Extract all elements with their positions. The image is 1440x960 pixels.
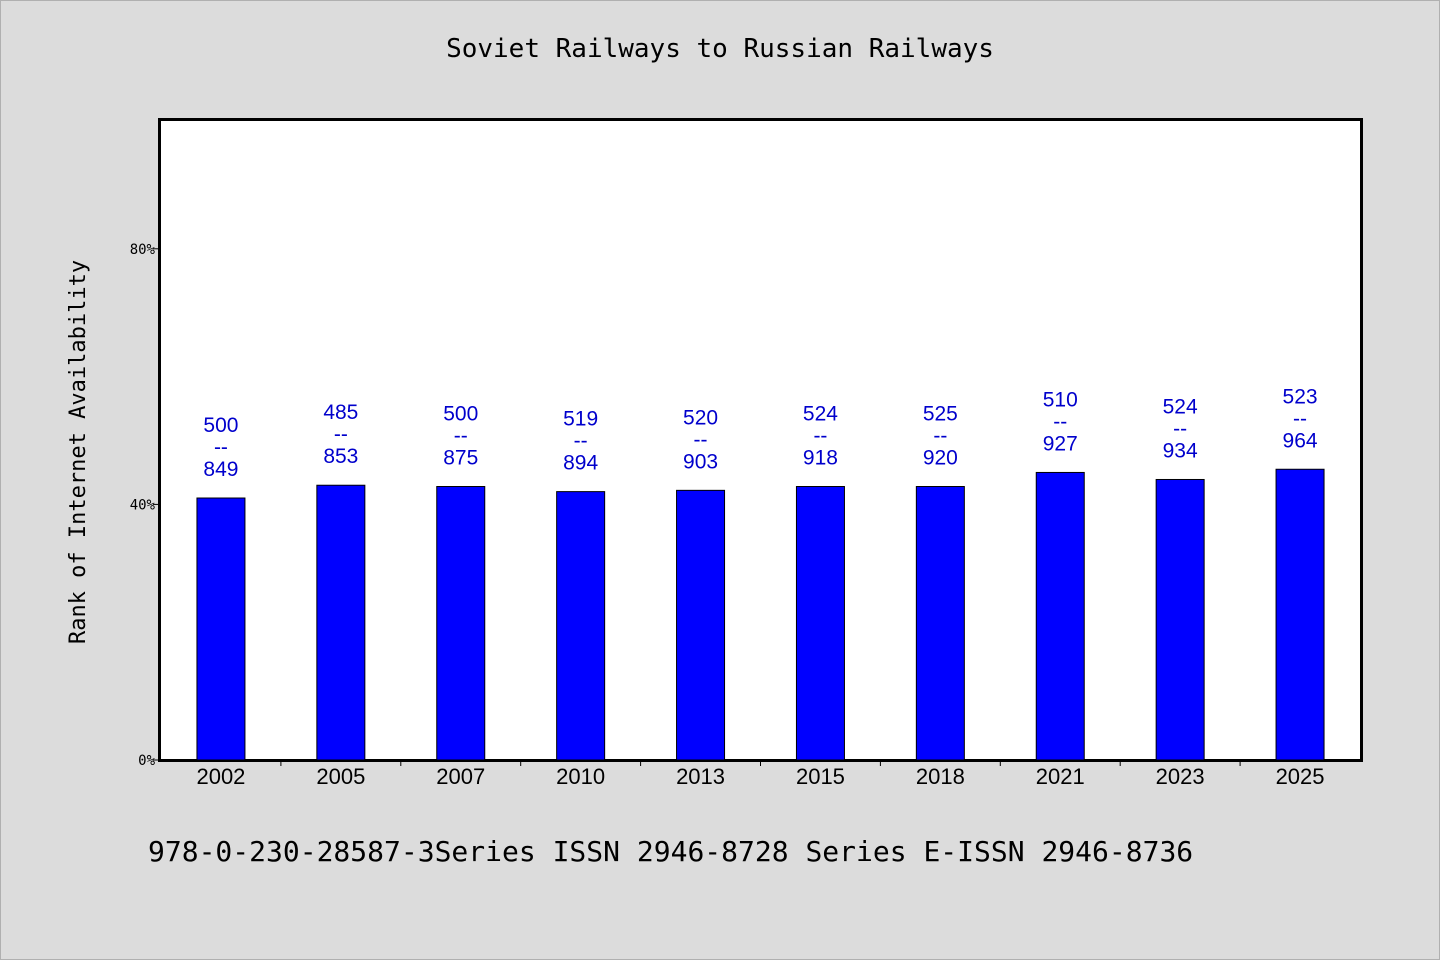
bar-label-2005-line1: 485 [323, 401, 358, 424]
bar-label-2018-line1: 525 [923, 403, 958, 426]
bar-label-2013-line3: 903 [683, 450, 718, 473]
bars-group [196, 468, 1325, 761]
bar-label-2023-line3: 934 [1163, 439, 1198, 462]
bar-2013 [676, 489, 726, 761]
bar-2010 [556, 491, 606, 761]
bar-label-2013-line1: 520 [683, 406, 718, 429]
x-tick-label-2023: 2023 [1156, 764, 1205, 789]
bar-2023 [1155, 478, 1205, 761]
x-tick-label-2018: 2018 [916, 764, 965, 789]
bar-label-2002-line3: 849 [203, 458, 238, 481]
bar-2005 [316, 484, 366, 761]
x-tick-label-2007: 2007 [436, 764, 485, 789]
bar-label-2021-line2: -- [1053, 410, 1067, 433]
bar-label-2010-line3: 894 [563, 452, 598, 475]
bar-label-2005-line2: -- [334, 423, 348, 446]
bar-label-2025-line2: -- [1293, 407, 1307, 430]
bar-label-2002-line1: 500 [203, 414, 238, 437]
x-tick-label-2021: 2021 [1036, 764, 1085, 789]
bar-label-2013-line2: -- [694, 428, 708, 451]
bar-label-2018-line2: -- [933, 425, 947, 448]
bar-label-2005-line3: 853 [323, 445, 358, 468]
chart-title: Soviet Railways to Russian Railways [446, 34, 994, 64]
bar-2015 [795, 486, 845, 761]
x-tick-label-2010: 2010 [556, 764, 605, 789]
bar-label-2018-line3: 920 [923, 447, 958, 470]
footer-isbn-issn: 978-0-230-28587-3Series ISSN 2946-8728 S… [148, 835, 1194, 868]
bar-label-2021-line1: 510 [1043, 388, 1078, 411]
x-tick-label-2015: 2015 [796, 764, 845, 789]
y-axis: 0% 40% 80% [130, 242, 161, 769]
bar-label-2025-line3: 964 [1283, 429, 1318, 452]
bar-label-2015-line1: 524 [803, 403, 838, 426]
bar-2021 [1035, 471, 1085, 761]
bar-2002 [196, 497, 246, 761]
bar-labels-group: 849--500853--485875--500894--519903--520… [203, 385, 1317, 481]
x-axis: 2002 2005 2007 2010 2013 2015 2018 2021 2023 2025 [196, 760, 1325, 789]
bar-2018 [915, 486, 965, 761]
y-tick-label-0: 0% [138, 753, 155, 769]
bar-label-2007-line2: -- [454, 425, 468, 448]
bar-label-2021-line3: 927 [1043, 432, 1078, 455]
bar-label-2023-line2: -- [1173, 417, 1187, 440]
x-tick-label-2005: 2005 [316, 764, 365, 789]
bar-label-2025-line1: 523 [1283, 385, 1318, 408]
x-tick-label-2025: 2025 [1276, 764, 1325, 789]
x-tick-label-2002: 2002 [196, 764, 245, 789]
x-tick-label-2013: 2013 [676, 764, 725, 789]
bar-2007 [436, 486, 486, 761]
y-tick-label-80: 80% [130, 242, 156, 258]
bar-2025 [1275, 468, 1325, 761]
bar-label-2010-line1: 519 [563, 408, 598, 431]
bar-label-2015-line3: 918 [803, 447, 838, 470]
y-axis-label: Rank of Internet Availability [66, 260, 91, 644]
bar-label-2007-line3: 875 [443, 447, 478, 470]
bar-label-2002-line2: -- [214, 436, 228, 459]
bar-label-2023-line1: 524 [1163, 395, 1198, 418]
bar-label-2010-line2: -- [574, 430, 588, 453]
bar-label-2015-line2: -- [813, 425, 827, 448]
bar-label-2007-line1: 500 [443, 403, 478, 426]
y-tick-label-40: 40% [130, 497, 156, 513]
